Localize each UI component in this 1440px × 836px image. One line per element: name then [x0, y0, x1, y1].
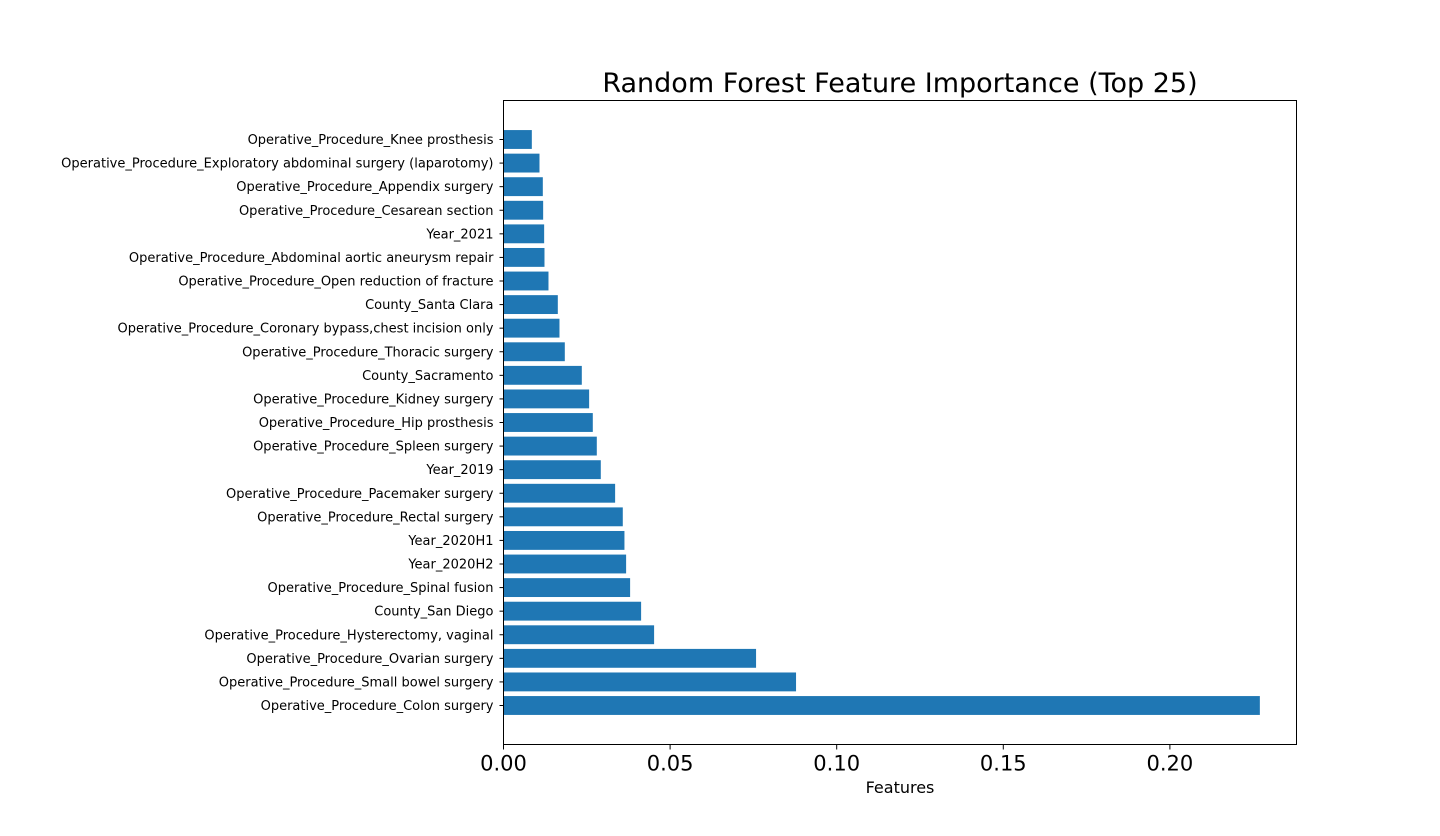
bar: [503, 554, 627, 574]
bar: [503, 342, 565, 362]
y-tick-label: Operative_Procedure_Colon surgery: [261, 699, 494, 714]
y-tick-label: Operative_Procedure_Spinal fusion: [268, 581, 494, 596]
y-tick-label: Operative_Procedure_Spleen surgery: [253, 440, 494, 455]
bar: [503, 224, 545, 244]
bar: [503, 295, 558, 315]
bar: [503, 696, 1260, 715]
bar: [503, 177, 543, 197]
y-tick-label: Operative_Procedure_Open reduction of fr…: [178, 275, 493, 290]
y-tick-label: Operative_Procedure_Cesarean section: [239, 204, 494, 219]
y-tick-label: Operative_Procedure_Knee prosthesis: [248, 133, 494, 148]
bar: [503, 130, 532, 149]
bar: [503, 578, 631, 598]
y-tick-label: Operative_Procedure_Thoracic surgery: [242, 345, 494, 360]
bar: [503, 271, 549, 291]
y-tick-label: Operative_Procedure_Coronary bypass,ches…: [118, 322, 494, 337]
y-tick-label: Year_2021: [425, 227, 493, 242]
y-tick-labels: Operative_Procedure_Colon surgery Operati…: [61, 133, 504, 714]
bar: [503, 460, 601, 480]
y-tick-label: Operative_Procedure_Abdominal aortic ane…: [129, 251, 494, 266]
y-tick-label: Operative_Procedure_Hysterectomy, vagina…: [204, 628, 493, 643]
bar: [503, 153, 540, 173]
bar: [503, 648, 757, 668]
y-tick-label: County_Santa Clara: [365, 298, 493, 313]
x-tick-label: 0.10: [813, 752, 860, 776]
y-tick-label: Operative_Procedure_Rectal surgery: [257, 510, 494, 525]
chart-title: Random Forest Feature Importance (Top 25…: [602, 68, 1197, 99]
bar: [503, 413, 593, 432]
y-tick-label: Operative_Procedure_Pacemaker surgery: [226, 487, 494, 502]
x-ticks: 0.00 0.05 0.10 0.15 0.20: [480, 744, 1194, 776]
y-tick-label: Operative_Procedure_Ovarian surgery: [246, 652, 493, 667]
y-tick-label: County_Sacramento: [362, 369, 493, 384]
y-tick-label: Operative_Procedure_Appendix surgery: [236, 180, 494, 195]
bar: [503, 601, 642, 621]
bar: [503, 436, 597, 456]
y-tick-label: Operative_Procedure_Exploratory abdomina…: [61, 157, 493, 172]
bar: [503, 247, 545, 267]
x-tick-label: 0.15: [980, 752, 1027, 776]
bar: [503, 530, 625, 550]
plot-frame: [503, 100, 1297, 745]
bar: [503, 389, 590, 409]
bar: [503, 365, 582, 385]
bar: [503, 672, 797, 692]
x-tick-label: 0.05: [647, 752, 694, 776]
bar: [503, 318, 560, 338]
y-tick-label: County_San Diego: [374, 605, 493, 620]
x-tick-label: 0.00: [480, 752, 527, 776]
bars-group: [503, 130, 1260, 715]
bar: [503, 625, 655, 645]
x-axis-label: Features: [866, 778, 935, 797]
y-tick-label: Year_2020H2: [407, 558, 493, 573]
bar: [503, 483, 616, 503]
y-tick-label: Operative_Procedure_Kidney surgery: [253, 392, 494, 407]
x-tick-label: 0.20: [1147, 752, 1194, 776]
y-tick-label: Year_2020H1: [407, 534, 493, 549]
y-tick-label: Year_2019: [425, 463, 493, 478]
y-tick-label: Operative_Procedure_Small bowel surgery: [219, 675, 494, 690]
y-tick-label: Operative_Procedure_Hip prosthesis: [259, 416, 494, 431]
bar: [503, 507, 623, 527]
bar: [503, 200, 544, 220]
